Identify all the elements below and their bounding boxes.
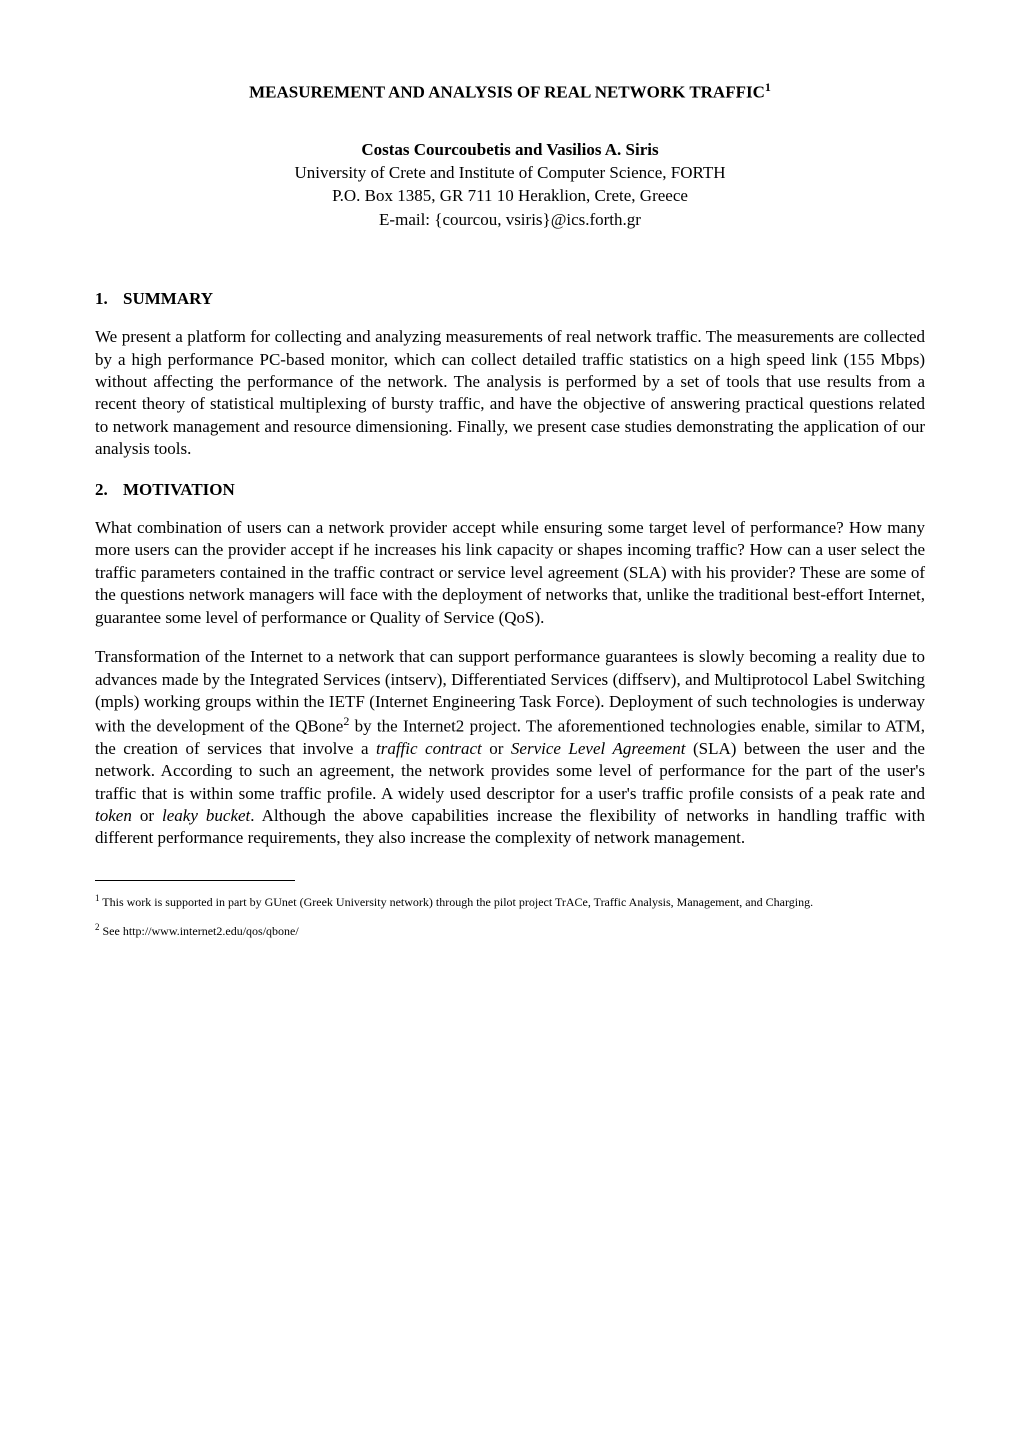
section-title: SUMMARY [123,289,213,308]
section-title: MOTIVATION [123,480,235,499]
summary-paragraph: We present a platform for collecting and… [95,326,925,461]
title-footnote-marker: 1 [765,80,771,94]
title-text: MEASUREMENT AND ANALYSIS OF REAL NETWORK… [249,83,765,102]
para2-mid3: or [132,806,162,825]
para2-mid1: or [482,739,511,758]
authors: Costas Courcoubetis and Vasilios A. Siri… [95,139,925,160]
section-heading-motivation: 2.MOTIVATION [95,479,925,500]
para2-italic-traffic-contract: traffic contract [376,739,482,758]
email: E-mail: {courcou, vsiris}@ics.forth.gr [95,209,925,230]
footnote-2: 2 See http://www.internet2.edu/qos/qbone… [95,922,925,940]
affiliation: University of Crete and Institute of Com… [95,162,925,183]
section-number: 2. [95,479,123,500]
para2-italic-token: token [95,806,132,825]
para2-italic-sla: Service Level Agreement [511,739,686,758]
paper-title: MEASUREMENT AND ANALYSIS OF REAL NETWORK… [95,80,925,103]
footnote-1: 1 This work is supported in part by GUne… [95,893,925,911]
footnote-text-2: See http://www.internet2.edu/qos/qbone/ [100,924,299,938]
motivation-paragraph-1: What combination of users can a network … [95,517,925,629]
footnote-text-1: This work is supported in part by GUnet … [100,895,814,909]
footnote-separator [95,880,295,881]
motivation-paragraph-2: Transformation of the Internet to a netw… [95,646,925,850]
address: P.O. Box 1385, GR 711 10 Heraklion, Cret… [95,185,925,206]
section-number: 1. [95,288,123,309]
section-heading-summary: 1.SUMMARY [95,288,925,309]
para2-italic-leaky-bucket: leaky bucket [162,806,250,825]
